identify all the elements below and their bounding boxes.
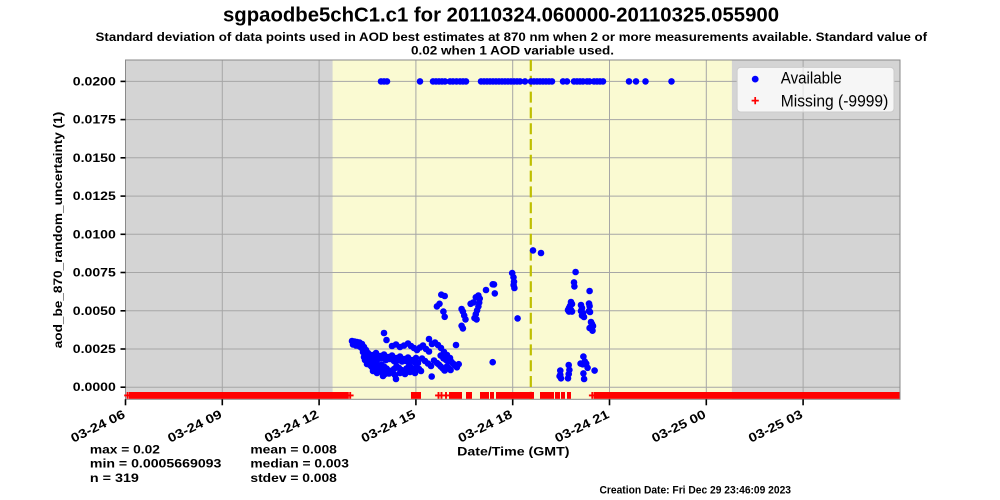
svg-text:Missing (-9999): Missing (-9999) — [781, 93, 889, 111]
svg-text:Date/Time (GMT): Date/Time (GMT) — [457, 445, 569, 459]
svg-text:03-24 09: 03-24 09 — [165, 407, 224, 445]
svg-text:03-24 18: 03-24 18 — [456, 407, 515, 445]
svg-text:stdev = 0.008: stdev = 0.008 — [250, 471, 337, 485]
svg-text:03-24 21: 03-24 21 — [553, 407, 612, 445]
svg-text:0.0075: 0.0075 — [73, 266, 116, 280]
svg-text:0.0200: 0.0200 — [73, 74, 116, 88]
svg-text:Available: Available — [781, 70, 842, 88]
svg-text:0.0050: 0.0050 — [73, 304, 116, 318]
svg-text:0.0000: 0.0000 — [73, 380, 116, 394]
svg-text:n = 319: n = 319 — [90, 471, 139, 485]
svg-text:mean = 0.008: mean = 0.008 — [250, 443, 337, 457]
svg-text:aod_be_870_random_uncertainty: aod_be_870_random_uncertainty (1) — [51, 112, 65, 348]
svg-text:0.0025: 0.0025 — [73, 342, 116, 356]
svg-text:03-24 15: 03-24 15 — [359, 407, 418, 445]
svg-text:max = 0.02: max = 0.02 — [90, 443, 160, 457]
svg-text:03-25 03: 03-25 03 — [746, 407, 805, 445]
svg-text:sgpaodbe5chC1.c1 for 20110324.: sgpaodbe5chC1.c1 for 20110324.060000-201… — [223, 5, 779, 27]
svg-text:min = 0.0005669093: min = 0.0005669093 — [90, 457, 222, 471]
svg-text:0.0175: 0.0175 — [73, 113, 116, 127]
svg-text:Creation Date: Fri Dec 29 23:4: Creation Date: Fri Dec 29 23:46:09 2023 — [600, 485, 792, 497]
svg-text:03-25 00: 03-25 00 — [649, 407, 708, 445]
svg-text:03-24 12: 03-24 12 — [262, 407, 321, 445]
svg-text:median = 0.003: median = 0.003 — [250, 457, 349, 471]
svg-text:03-24 06: 03-24 06 — [69, 407, 128, 445]
svg-text:Standard deviation of data poi: Standard deviation of data points used i… — [96, 30, 929, 44]
svg-text:0.02 when 1 AOD variable used.: 0.02 when 1 AOD variable used. — [411, 43, 614, 57]
svg-text:0.0150: 0.0150 — [73, 151, 116, 165]
svg-text:0.0125: 0.0125 — [73, 189, 116, 203]
svg-text:0.0100: 0.0100 — [73, 227, 116, 241]
